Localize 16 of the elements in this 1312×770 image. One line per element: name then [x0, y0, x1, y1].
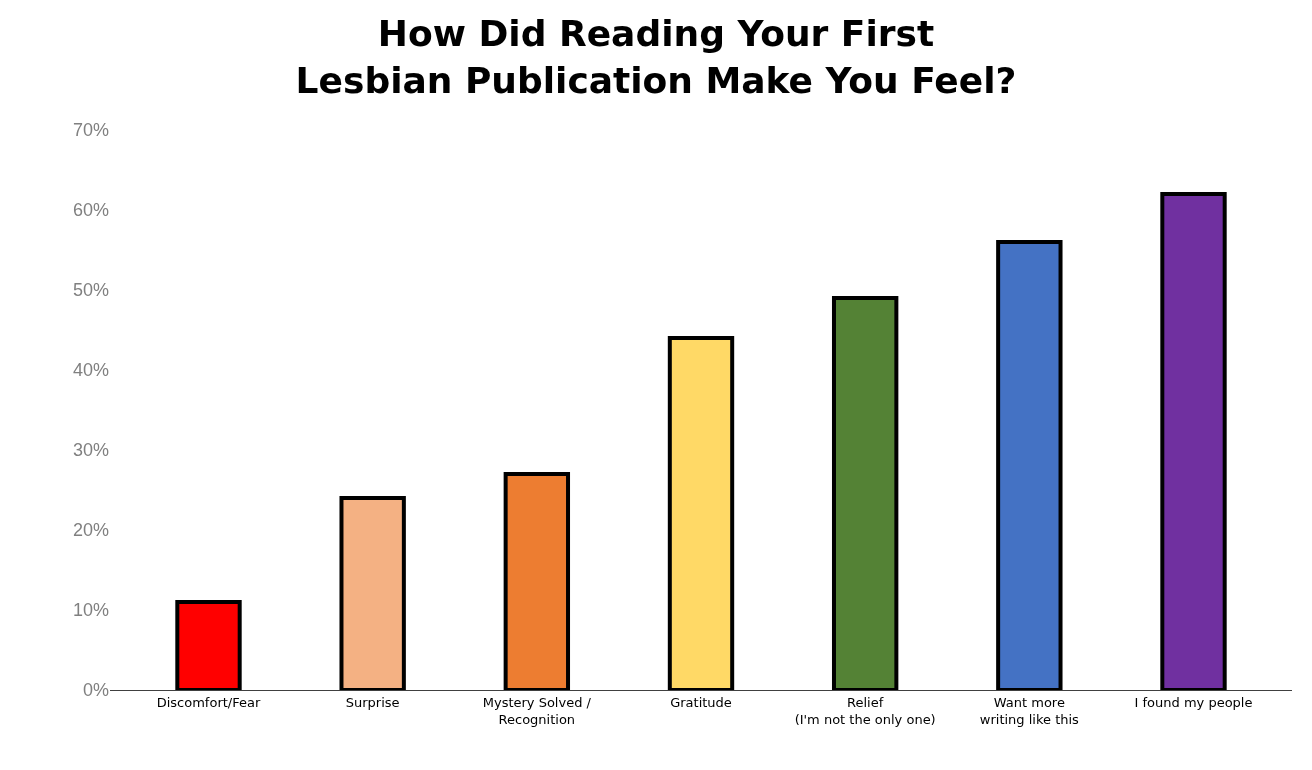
x-tick-label: Relief (I'm not the only one) — [794, 694, 936, 727]
x-tick-label: I found my people — [1134, 694, 1253, 710]
y-tick-label: 70% — [72, 120, 109, 141]
x-tick-label: Gratitude — [670, 694, 732, 710]
chart-title: How Did Reading Your First Lesbian Publication Make You Feel? — [295, 13, 1017, 101]
y-tick-label: 0% — [82, 680, 109, 701]
y-tick-label: 60% — [72, 200, 109, 221]
y-tick-label: 50% — [72, 280, 109, 301]
y-tick-label: 20% — [72, 520, 109, 541]
x-tick-label: Discomfort/Fear — [156, 694, 261, 710]
x-tick-label: Mystery Solved / Recognition — [482, 694, 592, 727]
x-tick-label: Want more writing like this — [979, 694, 1080, 727]
y-tick-label: 40% — [72, 360, 109, 381]
y-tick-label: 30% — [72, 440, 109, 461]
x-tick-label: Surprise — [345, 694, 400, 710]
y-tick-label: 10% — [72, 600, 109, 621]
